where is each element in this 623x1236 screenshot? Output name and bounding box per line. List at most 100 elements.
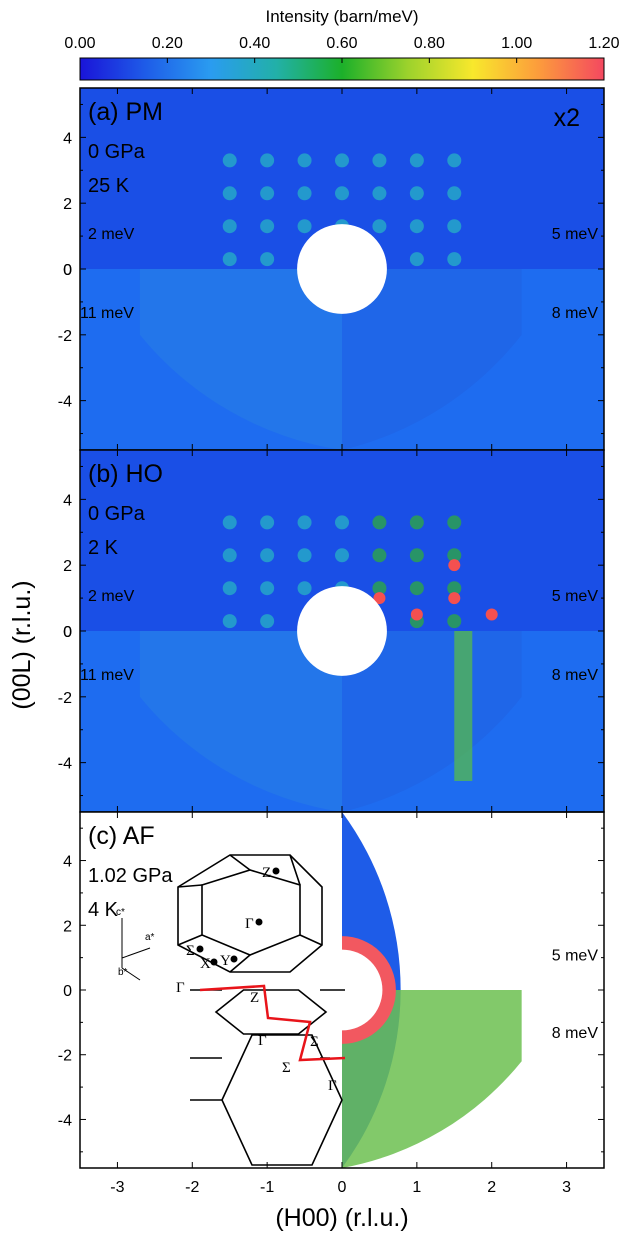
- intensity-peak: [372, 548, 387, 563]
- intensity-peak: [335, 186, 349, 201]
- energy-label: 5 meV: [552, 226, 599, 243]
- intensity-peak: [447, 153, 462, 168]
- intensity-peak: [485, 608, 498, 621]
- intensity-peak: [222, 219, 237, 234]
- panel-pressure: 1.02 GPa: [88, 865, 173, 887]
- y-tick-label: -2: [58, 328, 72, 345]
- energy-label: 2 meV: [88, 588, 135, 605]
- x-tick-label: 2: [487, 1179, 496, 1196]
- beam-hole: [297, 224, 387, 314]
- intensity-peak: [335, 548, 349, 563]
- intensity-peak: [409, 219, 424, 234]
- intensity-peak: [372, 515, 387, 530]
- colorbar-tick-label: 1.00: [501, 35, 532, 52]
- y-tick-label: -4: [58, 394, 72, 411]
- x-tick-labels: -3 -2 -1 0 1 2 3: [110, 1179, 571, 1196]
- path-point-label: Σ: [310, 1034, 319, 1050]
- intensity-peak: [447, 614, 462, 629]
- colorbar-tick-label: 0.40: [239, 35, 270, 52]
- y-tick-label: 0: [63, 983, 72, 1000]
- reciprocal-axis-label: c*: [116, 907, 125, 918]
- intensity-peak: [297, 219, 312, 234]
- intensity-peak: [335, 515, 349, 530]
- intensity-peak: [448, 559, 461, 572]
- intensity-peak: [222, 581, 237, 596]
- intensity-peak: [373, 592, 386, 605]
- panel-pressure: 0 GPa: [88, 141, 146, 163]
- intensity-peak: [222, 153, 237, 168]
- panels: -4 -2 0 2 4 0 (a) PM 0 GPa 25 K x2 2 meV 5 meV 11 me…: [58, 87, 605, 1169]
- intensity-peak: [410, 608, 423, 621]
- panel-label: (a) PM: [88, 98, 163, 126]
- colorbar-tick-label: 0.00: [64, 35, 95, 52]
- path-arrows: [199, 984, 346, 1062]
- y-tick-label: -2: [58, 1048, 72, 1065]
- intensity-peak: [409, 515, 424, 530]
- intensity-streak: [454, 631, 473, 781]
- intensity-peak: [335, 153, 349, 168]
- panel-label: (b) HO: [88, 460, 163, 488]
- lower-right-quadrant: [342, 631, 522, 812]
- panel-temperature: 2 K: [88, 537, 119, 559]
- lower-left-quadrant: [139, 269, 342, 450]
- lower-right-quadrant: [342, 269, 522, 450]
- intensity-peak: [222, 515, 237, 530]
- intensity-peak: [260, 219, 275, 234]
- bz-point-label: X: [200, 956, 211, 972]
- x-tick-label: 1: [412, 1179, 421, 1196]
- intensity-peak: [448, 592, 461, 605]
- intensity-peak: [260, 153, 275, 168]
- y-tick-label: 4: [63, 130, 72, 147]
- intensity-peak: [297, 186, 312, 201]
- upper-sector: [80, 88, 604, 269]
- y-tick-label: -2: [58, 690, 72, 707]
- energy-label: 2 meV: [88, 226, 135, 243]
- energy-label: 8 meV: [552, 1025, 599, 1042]
- intensity-peak: [447, 548, 462, 563]
- intensity-peak: [297, 548, 312, 563]
- colorbar-tick-label: 1.20: [588, 35, 619, 52]
- reciprocal-axis-label: a*: [145, 932, 155, 943]
- bz-point-label: Z: [262, 865, 271, 881]
- y-tick-label: 4: [63, 492, 72, 509]
- panel-pressure: 0 GPa: [88, 503, 146, 525]
- colorbar-tick-labels: 0.00 0.20 0.40 0.60 0.80 1.00 1.20: [64, 35, 619, 52]
- energy-label: 8 meV: [552, 667, 599, 684]
- x-tick-label: 3: [562, 1179, 571, 1196]
- intensity-peak: [372, 219, 387, 234]
- lower-left-quadrant: [139, 631, 342, 812]
- y-tick-label: 2: [63, 918, 72, 935]
- intensity-peak: [297, 515, 312, 530]
- path-point-label: Z: [250, 990, 259, 1006]
- intensity-peak: [447, 186, 462, 201]
- beam-hole: [297, 586, 387, 676]
- upper-sector: [80, 450, 604, 631]
- energy-label: 5 meV: [552, 947, 599, 964]
- y-tick-label: -4: [58, 756, 72, 773]
- intensity-map: [80, 88, 604, 450]
- x-tick-label: 0: [338, 1179, 347, 1196]
- intensity-peak: [409, 252, 424, 267]
- x-tick-label: -2: [185, 1179, 199, 1196]
- path-point-label: Γ: [328, 1078, 337, 1094]
- intensity-peak: [297, 581, 312, 596]
- intensity-peak: [372, 581, 387, 596]
- colorbar-tick-label: 0.20: [152, 35, 183, 52]
- intensity-map: [80, 450, 604, 812]
- energy-label: 11 meV: [80, 305, 134, 322]
- intensity-peak: [222, 186, 237, 201]
- bz-point-label: Σ: [186, 943, 195, 959]
- intensity-peak: [222, 252, 237, 267]
- intensity-peak: [372, 186, 387, 201]
- intensity-peak: [409, 581, 424, 596]
- intensity-peak: [260, 614, 275, 629]
- x-axis-label: (H00) (r.l.u.): [275, 1204, 408, 1232]
- intensity-peak: [260, 548, 275, 563]
- y-tick-label: 0: [63, 262, 72, 279]
- y-tick-label: 4: [63, 854, 72, 871]
- colorbar-tick-label: 0.80: [414, 35, 445, 52]
